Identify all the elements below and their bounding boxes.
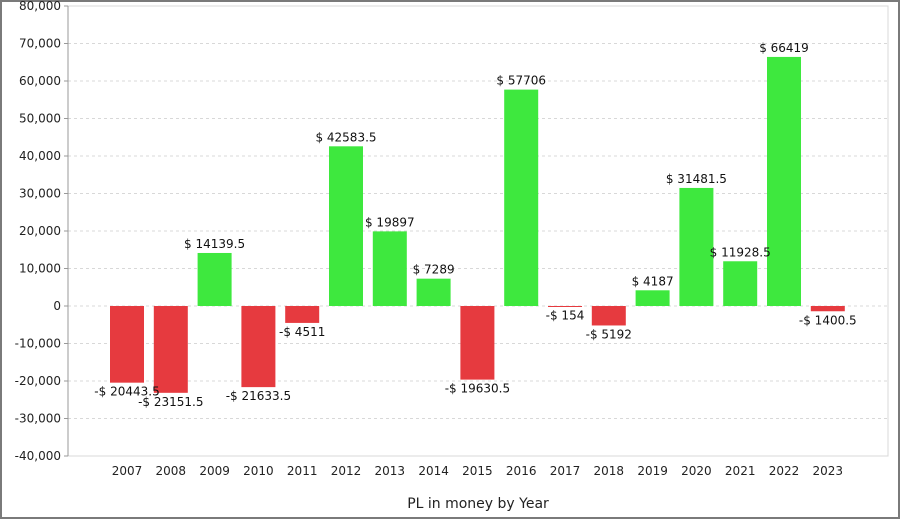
bar-value-label: -$ 23151.5 xyxy=(138,395,203,409)
bar xyxy=(416,278,451,306)
x-tick-label: 2022 xyxy=(769,464,800,478)
x-tick-label: 2013 xyxy=(375,464,406,478)
bar xyxy=(197,252,232,306)
y-tick-label: 80,000 xyxy=(19,0,61,13)
bar-value-label: $ 42583.5 xyxy=(315,130,376,144)
bar xyxy=(329,146,363,306)
y-tick-label: 30,000 xyxy=(19,187,61,201)
x-tick-label: 2015 xyxy=(462,464,493,478)
y-tick-label: -30,000 xyxy=(15,412,61,426)
x-tick-label: 2020 xyxy=(681,464,712,478)
bar xyxy=(241,306,276,388)
x-tick-label: 2017 xyxy=(550,464,581,478)
x-tick-label: 2007 xyxy=(112,464,143,478)
bar-value-label: -$ 21633.5 xyxy=(226,389,291,403)
bar-value-label: $ 57706 xyxy=(496,74,546,88)
bar xyxy=(285,306,320,323)
y-tick-label: -20,000 xyxy=(15,374,61,388)
bar-value-label: $ 31481.5 xyxy=(666,172,727,186)
bar-value-label: -$ 154 xyxy=(546,309,585,323)
bar-value-label: $ 14139.5 xyxy=(184,237,245,251)
bar xyxy=(548,306,582,307)
bar xyxy=(591,306,626,326)
x-tick-label: 2023 xyxy=(813,464,844,478)
y-tick-label: 50,000 xyxy=(19,112,61,126)
y-tick-label: -10,000 xyxy=(15,337,61,351)
x-tick-label: 2009 xyxy=(199,464,230,478)
bar xyxy=(110,306,144,383)
x-tick-label: 2010 xyxy=(243,464,274,478)
y-tick-label: 0 xyxy=(53,299,61,313)
bars xyxy=(110,56,845,393)
bar-value-label: -$ 20443.5 xyxy=(94,385,159,399)
bar xyxy=(153,306,188,393)
bar-value-label: -$ 19630.5 xyxy=(445,382,510,396)
bar-value-label: -$ 4511 xyxy=(279,325,325,339)
x-tick-label: 2018 xyxy=(594,464,625,478)
bar xyxy=(504,89,539,306)
x-tick-label: 2014 xyxy=(418,464,449,478)
bar xyxy=(460,306,495,380)
y-tick-label: 40,000 xyxy=(19,149,61,163)
y-tick-label: 10,000 xyxy=(19,262,61,276)
y-tick-label: -40,000 xyxy=(15,449,61,463)
x-tick-label: 2016 xyxy=(506,464,537,478)
bar xyxy=(372,231,407,306)
x-tick-label: 2008 xyxy=(156,464,187,478)
bar xyxy=(635,290,670,306)
x-tick-label: 2021 xyxy=(725,464,756,478)
x-tick-label: 2012 xyxy=(331,464,362,478)
bar-value-label: $ 4187 xyxy=(632,274,674,288)
y-tick-label: 60,000 xyxy=(19,74,61,88)
bar-value-label: $ 19897 xyxy=(365,215,415,229)
x-tick-label: 2011 xyxy=(287,464,318,478)
bar-value-label: -$ 1400.5 xyxy=(799,313,857,327)
data-labels: -$ 20443.5-$ 23151.5 $ 14139.5 -$ 21633.5 -… xyxy=(94,41,856,409)
bar-value-label: $ 7289 xyxy=(413,263,455,277)
bar xyxy=(723,261,758,306)
bar xyxy=(679,187,714,306)
bar-value-label: $ 66419 xyxy=(759,41,809,55)
bar-value-label: $ 11928.5 xyxy=(710,245,771,259)
bar xyxy=(767,56,801,307)
x-tick-label: 2019 xyxy=(637,464,668,478)
bar-value-label: -$ 5192 xyxy=(586,327,632,341)
x-axis-title: PL in money by Year xyxy=(407,496,549,512)
bar xyxy=(810,306,845,312)
axes: 80,000 70,000 60,000 50,000 40,000 30,000 20,0… xyxy=(15,0,843,478)
y-tick-label: 70,000 xyxy=(19,37,61,51)
y-tick-label: 20,000 xyxy=(19,224,61,238)
